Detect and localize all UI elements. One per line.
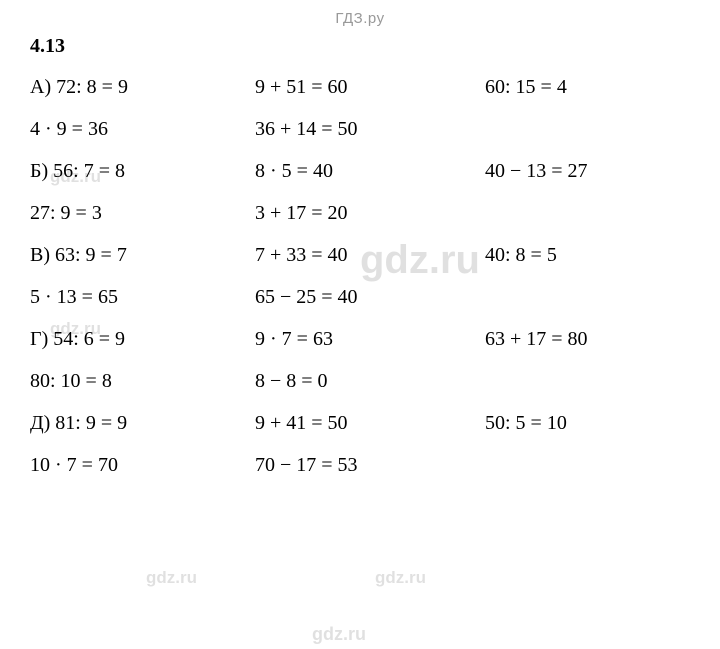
equation-row: В) 63: 9 = 7 7 + 33 = 40 40: 8 = 5 xyxy=(30,244,690,267)
equation-cell: Г) 54: 6 = 9 xyxy=(30,328,255,351)
equation-cell: Д) 81: 9 = 9 xyxy=(30,412,255,435)
equation-cell: 36 + 14 = 50 xyxy=(255,118,485,141)
equation-cell: 80: 10 = 8 xyxy=(30,370,255,393)
equation-cell: 8 − 8 = 0 xyxy=(255,370,485,393)
equation-row: 4 · 9 = 36 36 + 14 = 50 xyxy=(30,118,690,141)
equation-cell: 50: 5 = 10 xyxy=(485,412,690,435)
equation-cell: А) 72: 8 = 9 xyxy=(30,76,255,99)
site-header: ГДЗ.ру xyxy=(0,0,720,27)
equation-cell: 8 · 5 = 40 xyxy=(255,160,485,183)
equation-cell: 40 − 13 = 27 xyxy=(485,160,690,183)
equation-cell: В) 63: 9 = 7 xyxy=(30,244,255,267)
equation-cell: 3 + 17 = 20 xyxy=(255,202,485,225)
equation-cell: 10 · 7 = 70 xyxy=(30,454,255,477)
equation-cell: 7 + 33 = 40 xyxy=(255,244,485,267)
equation-row: А) 72: 8 = 9 9 + 51 = 60 60: 15 = 4 xyxy=(30,76,690,99)
exercise-number: 4.13 xyxy=(30,35,690,58)
equation-row: 27: 9 = 3 3 + 17 = 20 xyxy=(30,202,690,225)
equation-cell: 63 + 17 = 80 xyxy=(485,328,690,351)
equation-cell: 9 · 7 = 63 xyxy=(255,328,485,351)
equation-cell: 5 · 13 = 65 xyxy=(30,286,255,309)
equation-cell xyxy=(485,202,690,225)
equation-row: 80: 10 = 8 8 − 8 = 0 xyxy=(30,370,690,393)
equation-row: 10 · 7 = 70 70 − 17 = 53 xyxy=(30,454,690,477)
equation-cell: 70 − 17 = 53 xyxy=(255,454,485,477)
equation-cell: 9 + 51 = 60 xyxy=(255,76,485,99)
equation-row: Б) 56: 7 = 8 8 · 5 = 40 40 − 13 = 27 xyxy=(30,160,690,183)
equation-cell: Б) 56: 7 = 8 xyxy=(30,160,255,183)
equation-cell: 9 + 41 = 50 xyxy=(255,412,485,435)
equation-cell: 60: 15 = 4 xyxy=(485,76,690,99)
watermark: gdz.ru xyxy=(146,568,197,588)
watermark: gdz.ru xyxy=(312,624,366,645)
equation-cell: 40: 8 = 5 xyxy=(485,244,690,267)
equation-cell: 4 · 9 = 36 xyxy=(30,118,255,141)
equation-row: Г) 54: 6 = 9 9 · 7 = 63 63 + 17 = 80 xyxy=(30,328,690,351)
equation-row: 5 · 13 = 65 65 − 25 = 40 xyxy=(30,286,690,309)
equation-cell: 65 − 25 = 40 xyxy=(255,286,485,309)
equation-cell xyxy=(485,370,690,393)
equation-row: Д) 81: 9 = 9 9 + 41 = 50 50: 5 = 10 xyxy=(30,412,690,435)
equation-cell: 27: 9 = 3 xyxy=(30,202,255,225)
equation-cell xyxy=(485,286,690,309)
watermark: gdz.ru xyxy=(375,568,426,588)
exercise-content: 4.13 А) 72: 8 = 9 9 + 51 = 60 60: 15 = 4… xyxy=(0,27,720,477)
equation-cell xyxy=(485,118,690,141)
equation-cell xyxy=(485,454,690,477)
